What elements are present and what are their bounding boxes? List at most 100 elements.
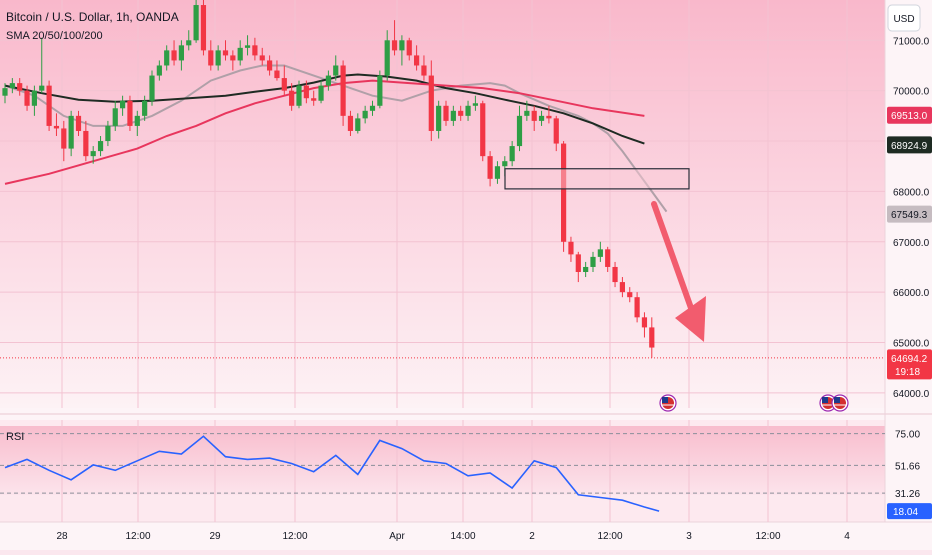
candle-body <box>333 65 339 76</box>
time-tick-label: 14:00 <box>450 531 475 542</box>
time-tick-label: 2 <box>529 531 535 542</box>
candle <box>590 251 596 272</box>
candle-body <box>142 100 148 116</box>
candle <box>68 110 74 157</box>
rsi-band <box>0 426 885 495</box>
candle <box>641 312 648 338</box>
candle <box>75 110 82 136</box>
candle-body <box>200 5 207 51</box>
time-tick-label: Apr <box>389 531 405 542</box>
candle <box>384 30 390 81</box>
candle <box>24 85 30 111</box>
candle-body <box>627 292 633 298</box>
candle-body <box>53 125 60 129</box>
candle <box>355 113 361 134</box>
candles <box>2 0 655 358</box>
candle-body <box>428 75 434 131</box>
candle-body <box>347 115 354 131</box>
candle <box>538 110 545 126</box>
candle <box>428 60 434 142</box>
candle-body <box>215 50 221 66</box>
candle <box>575 251 581 283</box>
candle-body <box>612 266 618 283</box>
price-tick-label: 66000.0 <box>893 288 930 299</box>
candle-body <box>641 317 648 328</box>
price-pane-background <box>0 0 885 408</box>
candle <box>325 70 331 91</box>
candle <box>31 85 37 116</box>
candle-body <box>369 105 376 111</box>
candle <box>546 105 552 124</box>
currency-button-label: USD <box>893 14 914 25</box>
candle-body <box>68 115 74 149</box>
candle-body <box>561 143 567 242</box>
candle <box>2 83 8 104</box>
price-label-countdown: 19:18 <box>895 367 920 378</box>
candle-body <box>61 128 67 149</box>
candle <box>347 110 354 136</box>
price-tick-label: 70000.0 <box>893 87 930 98</box>
candle-body <box>120 100 126 109</box>
candle-body <box>443 105 449 121</box>
candle-body <box>237 47 243 61</box>
rsi-current-label: 18.04 <box>893 507 918 518</box>
candle <box>186 30 192 51</box>
candle-body <box>149 75 155 101</box>
candle-body <box>186 40 192 46</box>
time-tick-label: 12:00 <box>282 531 307 542</box>
candle <box>369 100 376 116</box>
candle-body <box>244 45 251 48</box>
candle <box>472 95 478 111</box>
candle <box>649 317 655 358</box>
candle <box>53 113 60 136</box>
candle-body <box>112 108 118 126</box>
price-label-sma-fast: 67549.3 <box>887 205 932 223</box>
candle-body <box>465 105 471 116</box>
time-axis: 28 12:00 29 12:00 Apr 14:00 2 12:00 3 12:00 4 <box>56 531 850 542</box>
rsi-label: RSI <box>6 431 24 443</box>
forecast-arrow-layer <box>0 201 885 359</box>
candle <box>17 78 23 96</box>
currency-button[interactable]: USD <box>887 4 921 32</box>
candle <box>619 277 625 298</box>
price-label-text: 64694.2 <box>891 354 928 365</box>
candle <box>289 83 295 111</box>
candle <box>509 141 515 167</box>
candle-body <box>208 50 214 66</box>
candle <box>237 40 243 66</box>
candle <box>333 55 339 81</box>
candle <box>105 120 111 147</box>
candle <box>443 100 449 126</box>
candle-body <box>311 98 317 101</box>
rsi-layer: 75.00 51.66 31.26 18.04 <box>0 430 932 520</box>
candle-body <box>171 50 177 61</box>
candle <box>458 105 464 121</box>
candle-body <box>450 110 456 121</box>
candle-body <box>355 118 361 131</box>
candle <box>318 80 324 104</box>
candle-body <box>649 327 655 348</box>
candle <box>97 136 104 157</box>
sma-line <box>4 79 645 185</box>
candle <box>252 37 258 61</box>
candle <box>149 70 155 106</box>
candle-body <box>193 5 199 41</box>
flag-canton <box>822 397 828 403</box>
candle <box>244 35 251 56</box>
candle <box>142 95 148 121</box>
us-flag-icon <box>659 394 677 412</box>
candle-body <box>267 60 273 71</box>
candle-body <box>391 40 398 51</box>
candle-body <box>303 85 309 99</box>
candle <box>377 70 383 109</box>
candle <box>436 100 442 139</box>
candle <box>421 55 427 81</box>
candle <box>465 100 471 121</box>
candle-body <box>406 40 412 56</box>
rsi-tick-label: 31.26 <box>895 489 920 500</box>
candle-body <box>318 85 324 101</box>
candle-body <box>524 110 530 116</box>
time-tick-label: 12:00 <box>755 531 780 542</box>
candle <box>406 37 412 61</box>
candle-body <box>2 88 8 96</box>
